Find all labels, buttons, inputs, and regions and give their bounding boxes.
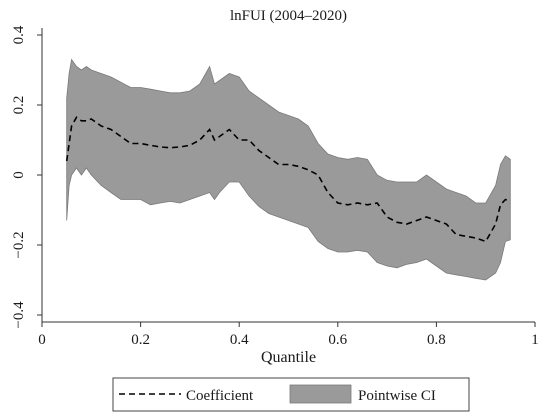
coefficient-line [65, 116, 511, 243]
legend-ci-swatch [289, 384, 352, 404]
y-tick-label: −0.4 [11, 301, 27, 329]
legend: Coefficient Pointwise CI [112, 377, 470, 412]
x-tick-label: 0.2 [131, 332, 150, 348]
x-axis-title: Quantile [261, 349, 316, 366]
chart-title: lnFUI (2004–2020) [230, 8, 347, 24]
ci-band-area [66, 58, 511, 281]
x-tick-label: 0 [38, 332, 46, 348]
legend-ci-label: Pointwise CI [358, 388, 436, 404]
y-tick-label: 0 [11, 171, 27, 179]
y-axis: −0.4 −0.2 0 0.2 0.4 [11, 25, 43, 329]
legend-coefficient-label: Coefficient [186, 388, 254, 404]
plot-area [65, 58, 511, 281]
y-tick-label: 0.4 [11, 25, 27, 44]
x-tick-label: 1 [531, 332, 539, 348]
x-tick-label: 0.8 [427, 332, 446, 348]
x-tick-label: 0.6 [328, 332, 347, 348]
x-axis: 0 0.2 0.4 0.6 0.8 1 [38, 321, 539, 348]
x-tick-label: 0.4 [230, 332, 249, 348]
y-tick-label: −0.2 [11, 231, 27, 258]
y-tick-label: 0.2 [11, 96, 27, 115]
